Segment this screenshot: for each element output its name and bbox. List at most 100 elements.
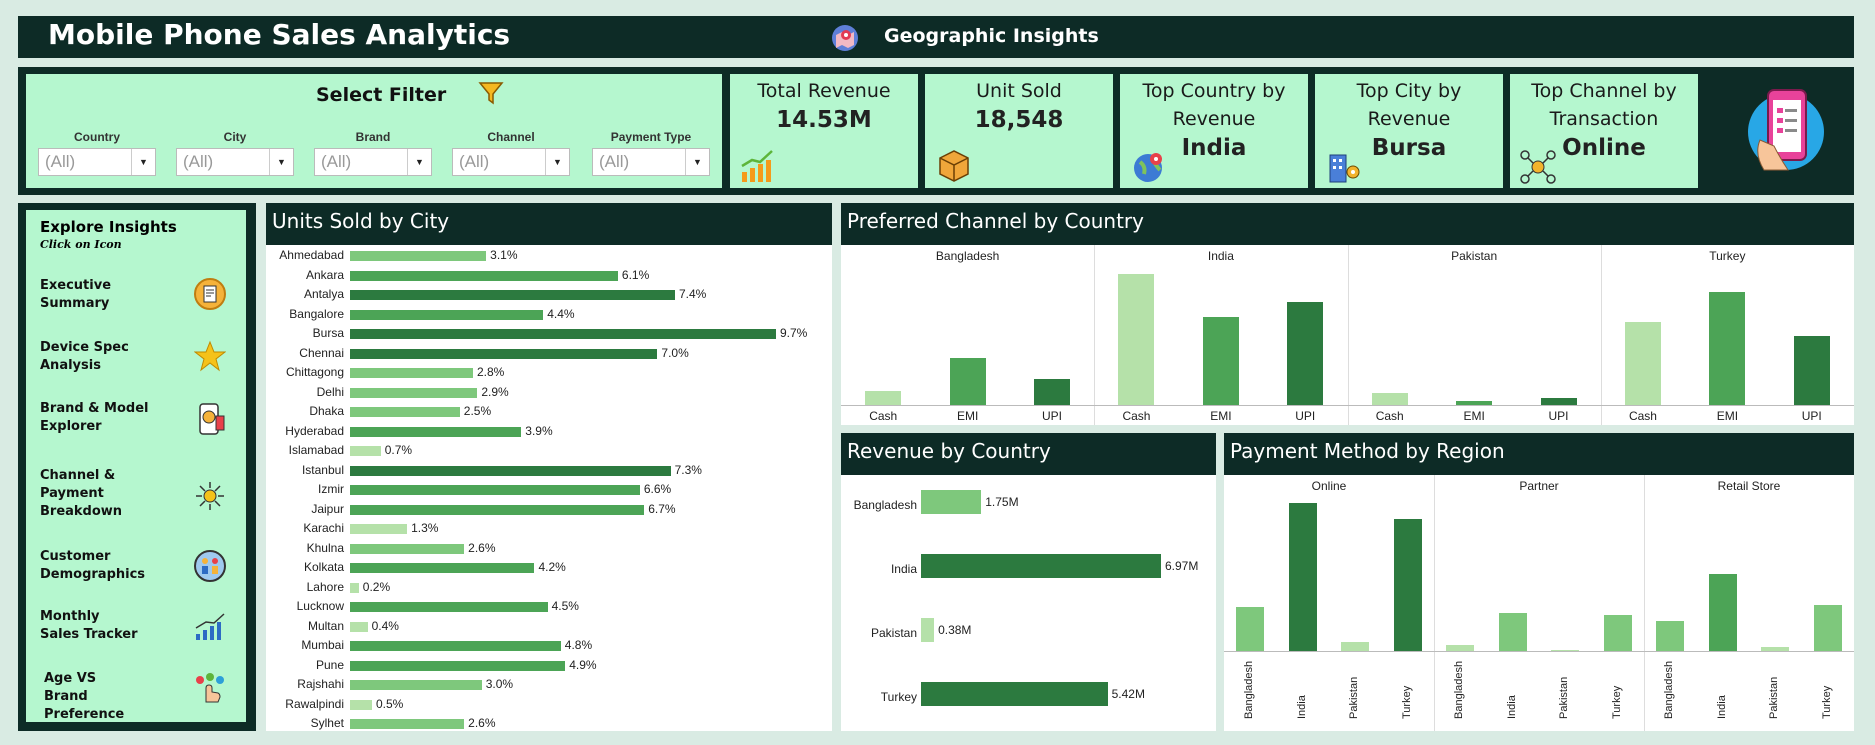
city-value-label: 0.7% (384, 443, 413, 457)
city-bar (350, 251, 487, 261)
city-bar (350, 446, 381, 456)
revenue-value-label: 5.42M (1111, 687, 1145, 701)
payment-filter-value: (All) (599, 152, 630, 171)
channel-axis-line (841, 405, 1854, 406)
city-bar (350, 582, 359, 593)
city-bar (350, 641, 561, 651)
facet-divider (1644, 475, 1645, 731)
payment-bar (1288, 503, 1317, 651)
phone-hand-icon (1740, 84, 1826, 174)
phone-badge-icon[interactable] (194, 402, 226, 436)
city-label: Hyderabad (285, 423, 344, 438)
channel-category-label: Cash (1375, 409, 1404, 423)
channel-category-label: UPI (1042, 409, 1063, 423)
city-value-label: 2.9% (481, 384, 509, 399)
city-filter-select[interactable]: (All) ▼ (176, 148, 294, 176)
city-value-label: 7.3% (674, 462, 702, 477)
city-label: Rawalpindi (285, 696, 344, 711)
report-icon[interactable] (194, 278, 226, 310)
payment-category-label: Pakistan (1348, 676, 1361, 719)
city-label: Ankara (305, 267, 344, 282)
city-bar (350, 660, 566, 671)
facet-header: Turkey (1709, 249, 1746, 263)
star-icon[interactable] (193, 340, 227, 372)
kpi-total-revenue: Total Revenue 14.53M (730, 74, 918, 188)
revenue-bar (921, 554, 1161, 578)
sidebar-item-executive-summary[interactable]: Executive Summary (40, 278, 112, 311)
facet-divider (1094, 245, 1096, 425)
kpi-value: India (1181, 135, 1247, 161)
sidebar-item-device-spec[interactable]: Device Spec Analysis (40, 340, 129, 373)
city-value-label: 0.4% (371, 618, 399, 633)
city-label: Rajshahi (297, 677, 344, 691)
city-label: Delhi (316, 384, 344, 399)
sidebar-item-age-brand[interactable]: Age VS Brand Preference (44, 671, 125, 722)
city-value-label: 4.4% (547, 306, 575, 321)
city-label: Dhaka (309, 404, 344, 418)
city-label: Lucknow (296, 599, 344, 613)
kpi-title: Top Country by Revenue (1142, 80, 1286, 130)
click-hand-icon[interactable] (194, 672, 226, 704)
payment-by-region-title: Payment Method by Region (1230, 439, 1505, 463)
network-hub-icon[interactable] (194, 480, 226, 512)
channel-category-label: Cash (869, 409, 898, 423)
sidebar-subtitle: Click on Icon (40, 238, 122, 251)
city-value-label: 6.7% (648, 501, 676, 516)
units-by-city-title: Units Sold by City (272, 209, 450, 233)
channel-bar (1709, 291, 1746, 405)
city-bar (350, 465, 671, 476)
city-bar (350, 504, 645, 515)
country-filter-select[interactable]: (All) ▼ (38, 148, 156, 176)
revenue-value-label: 6.97M (1165, 559, 1199, 573)
facet-header: Retail Store (1717, 479, 1781, 493)
city-value-label: 9.7% (780, 326, 808, 340)
revenue-bar (921, 490, 982, 514)
kpi-top-channel: Top Channel by Transaction Online (1510, 74, 1698, 188)
city-label: Istanbul (301, 462, 344, 477)
revenue-country-label: India (890, 562, 917, 576)
city-bar (350, 290, 675, 300)
filter-funnel-icon (478, 80, 504, 106)
channel-bar (1034, 378, 1071, 405)
facet-header: India (1207, 249, 1234, 263)
city-bar (350, 719, 465, 729)
map-pin-icon[interactable] (830, 23, 860, 53)
city-bar (350, 348, 658, 359)
country-filter-label: Country (74, 130, 120, 144)
channel-category-label: EMI (1210, 409, 1232, 423)
revenue-country-label: Bangladesh (853, 498, 917, 512)
payment-bar (1498, 612, 1527, 651)
revenue-country-label: Pakistan (870, 626, 917, 640)
channel-category-label: UPI (1548, 409, 1569, 423)
kpi-top-country: Top Country by Revenue India (1120, 74, 1308, 188)
payment-category-label: India (1295, 695, 1308, 719)
payment-category-label: Bangladesh (1453, 660, 1466, 719)
payment-filter-select[interactable]: (All) ▼ (592, 148, 710, 176)
payment-category-label: India (1715, 695, 1728, 719)
payment-category-label: Turkey (1400, 685, 1413, 719)
geographic-insights-link[interactable]: Geographic Insights (884, 25, 1099, 47)
channel-bar (1624, 322, 1661, 405)
channel-bar (1118, 273, 1155, 405)
people-icon[interactable] (194, 550, 226, 582)
city-value-label: 4.5% (551, 599, 579, 613)
city-value-label: 0.5% (375, 696, 404, 711)
sidebar-item-customer-demographics[interactable]: Customer Demographics (40, 549, 146, 582)
payment-by-region-header: Payment Method by Region (1224, 433, 1854, 475)
city-filter-value: (All) (183, 152, 214, 171)
brand-filter-select[interactable]: (All) ▼ (314, 148, 432, 176)
kpi-value: 14.53M (776, 107, 872, 133)
revenue-value-label: 0.38M (938, 623, 972, 637)
sidebar-item-monthly-sales[interactable]: Monthly Sales Tracker (40, 609, 138, 642)
kpi-title: Total Revenue (757, 80, 891, 102)
sidebar-item-channel-payment[interactable]: Channel & Payment Breakdown (40, 468, 123, 519)
city-value-label: 7.0% (661, 345, 689, 360)
revenue-by-country-title: Revenue by Country (847, 439, 1051, 463)
kpi-value: Online (1562, 135, 1646, 161)
country-filter-value: (All) (45, 152, 76, 171)
box-icon (937, 148, 971, 182)
building-pin-icon (1327, 150, 1361, 184)
sidebar-item-brand-model[interactable]: Brand & Model Explorer (40, 401, 149, 434)
channel-filter-select[interactable]: (All) ▼ (452, 148, 570, 176)
growth-chart-icon[interactable] (194, 612, 226, 642)
